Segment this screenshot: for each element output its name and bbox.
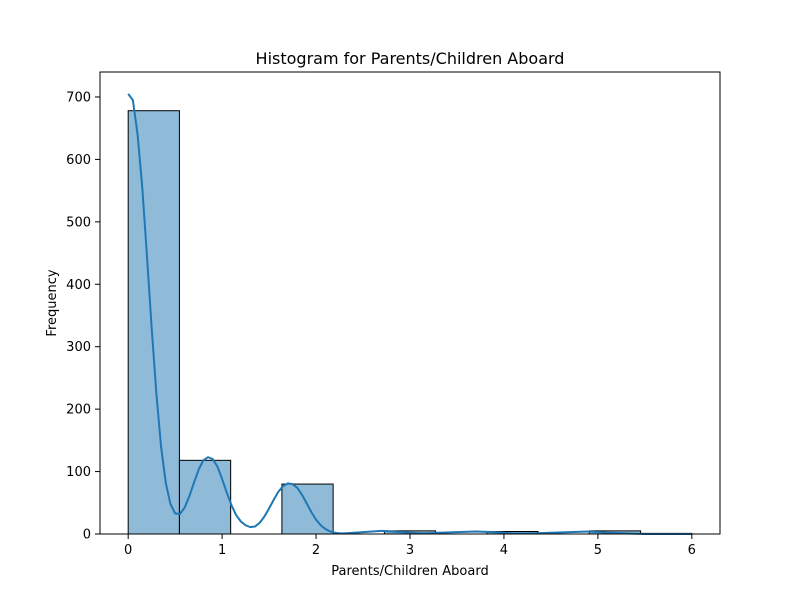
y-tick-label: 600 bbox=[66, 153, 91, 168]
y-tick-label: 200 bbox=[66, 403, 91, 418]
y-tick-label: 400 bbox=[66, 278, 91, 293]
x-axis-label: Parents/Children Aboard bbox=[331, 564, 488, 579]
x-tick-label: 6 bbox=[688, 543, 696, 558]
kde-curve bbox=[127, 93, 692, 535]
y-tick-label: 300 bbox=[66, 340, 91, 355]
histogram-bar bbox=[178, 459, 232, 535]
y-tick-label: 500 bbox=[66, 215, 91, 230]
x-tick-label: 1 bbox=[218, 543, 226, 558]
x-tick-label: 2 bbox=[312, 543, 320, 558]
y-tick-label: 0 bbox=[83, 528, 91, 543]
x-tick-label: 0 bbox=[124, 543, 132, 558]
y-tick-label: 100 bbox=[66, 465, 91, 480]
chart-title: Histogram for Parents/Children Aboard bbox=[256, 49, 565, 68]
histogram-bar bbox=[127, 110, 180, 535]
y-axis-label: Frequency bbox=[45, 269, 60, 336]
histogram-bars bbox=[127, 110, 693, 535]
histogram-bar bbox=[281, 483, 334, 535]
x-tick-label: 5 bbox=[594, 543, 602, 558]
x-tick-label: 3 bbox=[406, 543, 414, 558]
x-axis-ticks: 0 1 2 3 4 5 6 bbox=[124, 534, 696, 558]
x-tick-label: 4 bbox=[500, 543, 508, 558]
y-axis-ticks: 0 100 200 300 400 500 600 700 bbox=[66, 90, 100, 543]
y-tick-label: 700 bbox=[66, 90, 91, 105]
